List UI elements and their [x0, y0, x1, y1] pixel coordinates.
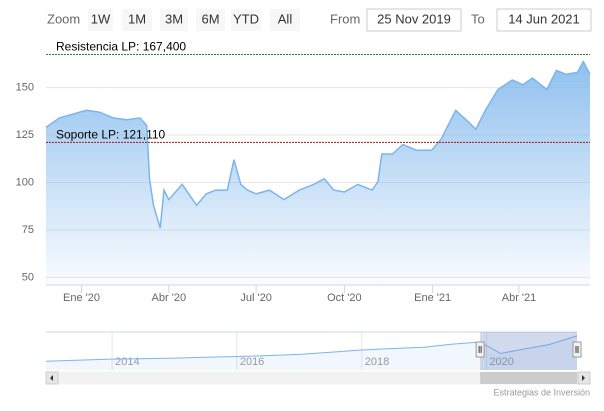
x-tick-label: Jul '20 — [240, 292, 271, 304]
y-tick-label: 75 — [22, 224, 34, 236]
x-tick-label: Abr '20 — [152, 292, 187, 304]
zoom-label: Zoom — [47, 11, 80, 26]
range-button-label[interactable]: 6M — [201, 11, 219, 26]
range-button[interactable] — [160, 9, 188, 31]
x-tick-label: Ene '20 — [63, 292, 100, 304]
from-input[interactable] — [366, 8, 462, 32]
x-tick-label: Abr '21 — [502, 292, 537, 304]
to-label: To — [471, 11, 485, 26]
scrollbar-thumb[interactable] — [480, 372, 577, 384]
range-button[interactable] — [270, 9, 300, 31]
plot-line-label: Resistencia LP: 167,400 — [56, 40, 186, 54]
navigator-area — [46, 335, 577, 370]
to-value[interactable]: 14 Jun 2021 — [508, 11, 580, 26]
series-line — [45, 60, 591, 229]
credits[interactable]: Estrategias de Inversión — [493, 387, 590, 397]
navigator-handle[interactable] — [475, 341, 485, 358]
range-button-label[interactable]: 1W — [91, 11, 111, 26]
from-label: From — [330, 11, 360, 26]
plot-line-label: Soporte LP: 121,110 — [56, 128, 166, 142]
arrow-right — [582, 375, 585, 381]
range-button-label[interactable]: 1M — [128, 11, 146, 26]
area-fill — [46, 61, 590, 285]
range-button[interactable] — [88, 9, 113, 31]
navigator-line — [45, 335, 578, 362]
range-button-label[interactable]: All — [278, 11, 293, 26]
navigator-mask[interactable] — [480, 332, 577, 370]
range-button[interactable] — [196, 9, 225, 31]
range-button-label[interactable]: YTD — [233, 11, 259, 26]
x-tick-label: Oct '20 — [327, 292, 362, 304]
y-tick-label: 100 — [16, 176, 34, 188]
range-button-label[interactable]: 3M — [165, 11, 183, 26]
x-tick-label: Ene '21 — [414, 292, 451, 304]
range-button[interactable] — [231, 9, 261, 31]
from-value[interactable]: 25 Nov 2019 — [377, 11, 451, 26]
navigator-tick-label: 2020 — [489, 356, 513, 368]
y-tick-label: 125 — [16, 129, 34, 141]
arrow-left — [50, 375, 53, 381]
navigator-handle[interactable] — [572, 341, 582, 358]
navigator-tick-label: 2016 — [240, 356, 264, 368]
y-tick-label: 150 — [16, 81, 34, 93]
y-tick-label: 50 — [22, 271, 34, 283]
navigator-tick-label: 2018 — [365, 356, 389, 368]
range-button[interactable] — [122, 9, 152, 31]
to-input[interactable] — [496, 8, 592, 32]
